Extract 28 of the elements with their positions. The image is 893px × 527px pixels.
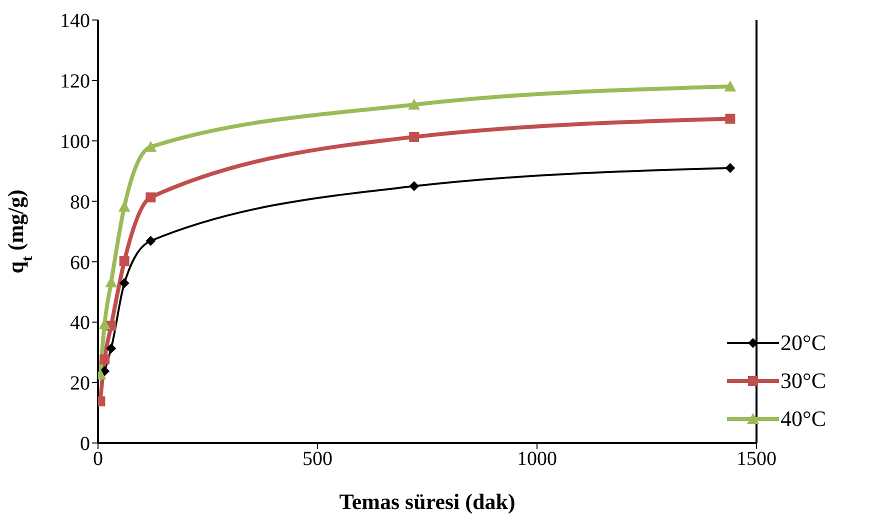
legend-label: 20°C [780, 329, 826, 357]
x-axis-title: Temas süresi (dak) [339, 489, 516, 514]
point [100, 354, 110, 364]
point [146, 192, 156, 202]
point [119, 278, 130, 288]
point [119, 256, 130, 266]
point [409, 132, 420, 142]
x-tick-label: 500 [302, 448, 333, 470]
y-tick-label: 140 [60, 10, 90, 32]
y-tick-label: 40 [70, 312, 90, 334]
legend-label: 40°C [780, 405, 826, 433]
y-tick-label: 60 [70, 252, 90, 274]
point [146, 236, 156, 246]
y-tick-label: 120 [60, 70, 90, 93]
y-tick-label: 0 [80, 433, 90, 456]
y-tick-label: 80 [70, 191, 90, 214]
x-tick-label: 1000 [517, 448, 558, 470]
y-tick-label: 20 [70, 372, 90, 395]
legend-label: 30°C [780, 367, 826, 395]
y-tick-label: 100 [60, 130, 90, 153]
point [724, 80, 736, 92]
point [725, 163, 736, 174]
point [408, 98, 420, 110]
x-tick-label: 1500 [736, 448, 777, 470]
point [106, 343, 116, 354]
point [409, 181, 420, 192]
point [118, 200, 130, 212]
point [725, 114, 736, 124]
